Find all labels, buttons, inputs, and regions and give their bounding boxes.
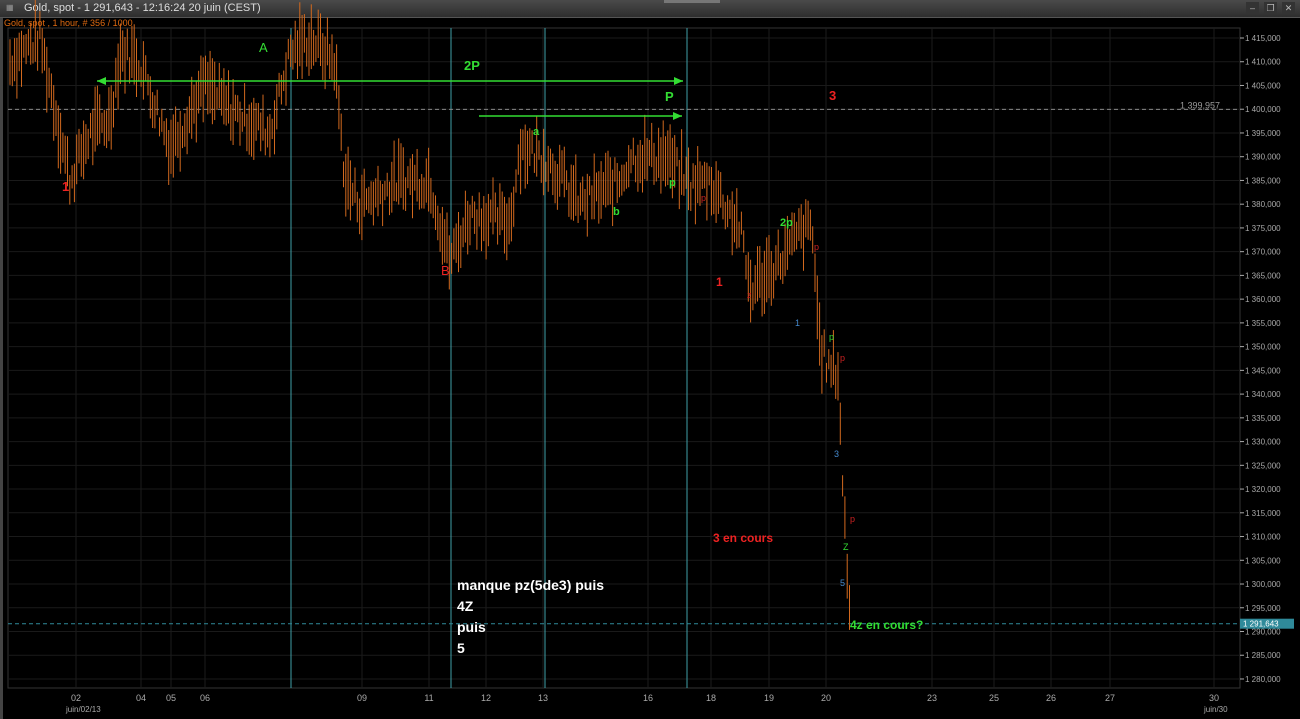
x-tick-label: 13: [538, 693, 548, 703]
wave-label: b: [613, 206, 620, 218]
x-tick-label: 16: [643, 693, 653, 703]
y-tick-label: 1 375,000: [1245, 224, 1281, 233]
x-tick-label: 25: [989, 693, 999, 703]
wave-label: z: [747, 290, 752, 300]
close-button[interactable]: ✕: [1282, 2, 1295, 14]
wave-label: 3: [829, 88, 837, 103]
x-sublabel: juin/02/13: [65, 705, 101, 714]
y-tick-label: 1 370,000: [1245, 248, 1281, 257]
app-icon: ▦: [6, 3, 14, 12]
price-level-label: 1 399,957: [1180, 100, 1220, 110]
y-tick-label: 1 320,000: [1245, 485, 1281, 494]
y-tick-label: 1 340,000: [1245, 390, 1281, 399]
wave-label: Z: [843, 542, 849, 552]
y-tick-label: 1 325,000: [1245, 461, 1281, 470]
y-tick-label: 1 300,000: [1245, 580, 1281, 589]
wave-label: A: [259, 40, 268, 55]
arrow-head-icon: [97, 77, 106, 85]
x-tick-label: 06: [200, 693, 210, 703]
x-tick-label: 19: [764, 693, 774, 703]
y-tick-label: 1 365,000: [1245, 271, 1281, 280]
plot-area: [7, 27, 1241, 689]
wave-label: p: [850, 514, 856, 524]
arrow-head-icon: [674, 77, 683, 85]
y-tick-label: 1 360,000: [1245, 295, 1281, 304]
x-tick-label: 04: [136, 693, 146, 703]
x-tick-label: 11: [424, 693, 433, 703]
wave-label: 2p: [780, 217, 793, 229]
y-tick-label: 1 385,000: [1245, 176, 1281, 185]
note-line: 5: [457, 640, 465, 656]
wave-label: p: [669, 177, 676, 189]
y-tick-label: 1 390,000: [1245, 153, 1281, 162]
wave-label: B: [441, 263, 450, 278]
wave-label: p: [829, 332, 835, 342]
x-tick-label: 09: [357, 693, 367, 703]
y-tick-label: 1 350,000: [1245, 343, 1281, 352]
y-tick-label: 1 290,000: [1245, 628, 1281, 637]
note-text: manque pz(5de3) puis 4Z puis 5: [457, 575, 604, 659]
y-tick-label: 1 330,000: [1245, 438, 1281, 447]
wave-label: 1: [795, 318, 801, 328]
x-tick-label: 27: [1105, 693, 1115, 703]
arrow-head-icon: [673, 112, 682, 120]
wave-label: 2P: [464, 58, 480, 73]
y-tick-label: 1 305,000: [1245, 556, 1281, 565]
minimize-button[interactable]: –: [1246, 2, 1259, 14]
y-tick-label: 1 415,000: [1245, 34, 1281, 43]
y-tick-label: 1 280,000: [1245, 675, 1281, 684]
wave-label: 1: [62, 179, 70, 194]
x-sublabel: juin/30: [1203, 705, 1228, 714]
x-tick-label: 20: [821, 693, 831, 703]
x-tick-label: 12: [481, 693, 491, 703]
restore-button[interactable]: ❐: [1264, 2, 1277, 14]
y-tick-label: 1 345,000: [1245, 366, 1281, 375]
x-tick-label: 05: [166, 693, 176, 703]
wave-label: 5: [840, 578, 846, 588]
y-tick-label: 1 285,000: [1245, 651, 1281, 660]
x-tick-label: 18: [706, 693, 716, 703]
window-title: Gold, spot - 1 291,643 - 12:16:24 20 jui…: [24, 2, 261, 14]
title-bar: ▦ Gold, spot - 1 291,643 - 12:16:24 20 j…: [0, 0, 1300, 18]
y-tick-label: 1 395,000: [1245, 129, 1281, 138]
wave-label: p: [814, 242, 820, 252]
y-tick-label: 1 335,000: [1245, 414, 1281, 423]
x-tick-label: 26: [1046, 693, 1056, 703]
y-tick-label: 1 405,000: [1245, 81, 1281, 90]
y-tick-label: 1 410,000: [1245, 58, 1281, 67]
wave-label: 3: [834, 449, 840, 459]
title-handle[interactable]: [664, 0, 720, 3]
y-tick-label: 1 310,000: [1245, 533, 1281, 542]
wave-label: p: [701, 193, 707, 203]
x-tick-label: 30: [1209, 693, 1219, 703]
note-line: puis: [457, 619, 486, 635]
chart-subtitle: Gold, spot , 1 hour, # 356 / 1000: [4, 18, 133, 28]
wave-label: 3 en cours: [713, 531, 774, 545]
note-line: manque pz(5de3) puis: [457, 577, 605, 593]
wave-label: P: [665, 89, 674, 104]
wave-label: 1: [716, 275, 723, 289]
y-tick-label: 1 315,000: [1245, 509, 1281, 518]
current-price-badge: [1240, 618, 1294, 629]
note-line: 4Z: [457, 598, 474, 614]
y-tick-label: 1 380,000: [1245, 200, 1281, 209]
wave-label: p: [840, 353, 846, 363]
window-border: [0, 18, 3, 719]
y-tick-label: 1 355,000: [1245, 319, 1281, 328]
wave-label: 4z en cours?: [850, 618, 924, 632]
y-tick-label: 1 400,000: [1245, 105, 1281, 114]
wave-label: a: [533, 126, 540, 138]
current-price-label: 1 291,643: [1243, 620, 1279, 629]
x-tick-label: 02: [71, 693, 81, 703]
x-tick-label: 23: [927, 693, 937, 703]
y-tick-label: 1 295,000: [1245, 604, 1281, 613]
